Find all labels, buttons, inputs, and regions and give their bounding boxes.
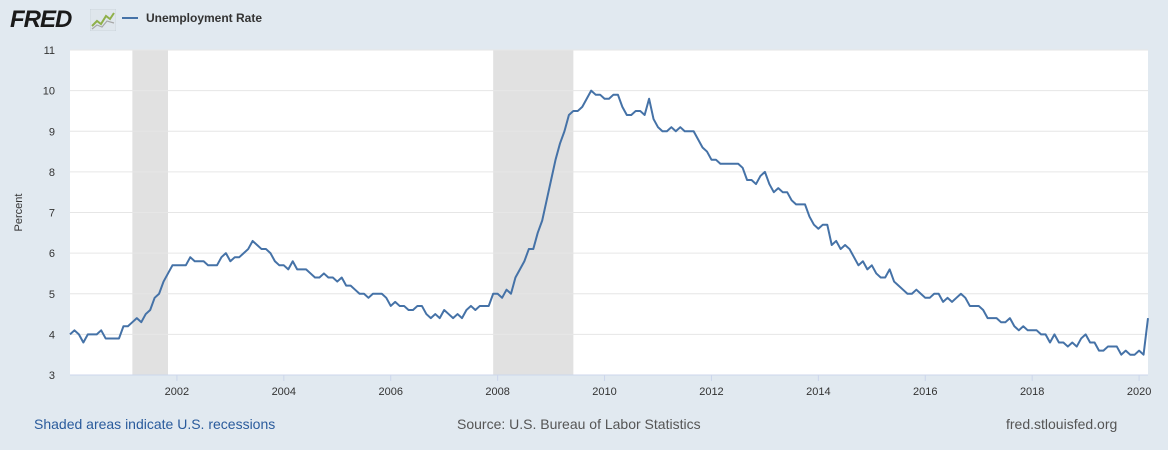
x-tick-label: 2016 bbox=[913, 386, 937, 398]
y-tick-label: 5 bbox=[49, 289, 55, 301]
legend-swatch bbox=[122, 17, 138, 19]
x-tick-label: 2002 bbox=[165, 386, 189, 398]
y-tick-label: 6 bbox=[49, 248, 55, 260]
legend: Unemployment Rate bbox=[122, 11, 262, 25]
y-tick-label: 8 bbox=[49, 167, 55, 179]
footer: Shaded areas indicate U.S. recessions So… bbox=[0, 416, 1168, 436]
x-tick-label: 2004 bbox=[272, 386, 296, 398]
fred-logo[interactable]: FRED bbox=[10, 6, 72, 33]
y-axis-title: Percent bbox=[13, 194, 25, 232]
x-tick-label: 2010 bbox=[592, 386, 616, 398]
x-tick-label: 2018 bbox=[1020, 386, 1044, 398]
site-link[interactable]: fred.stlouisfed.org bbox=[1006, 416, 1118, 432]
x-tick-label: 2012 bbox=[699, 386, 723, 398]
y-tick-label: 10 bbox=[43, 86, 55, 98]
source-note: Source: U.S. Bureau of Labor Statistics bbox=[457, 416, 701, 432]
recession-note-link[interactable]: Shaded areas indicate U.S. recessions bbox=[34, 416, 276, 432]
x-tick-label: 2008 bbox=[485, 386, 509, 398]
y-tick-label: 4 bbox=[49, 329, 55, 341]
unemployment-chart: 3 4 5 6 7 8 9 10 11 2002 2004 2006 2008 2010 2012 2014 2… bbox=[13, 45, 1151, 398]
series-line-unemployment-rate bbox=[69, 89, 1149, 356]
x-tick-label: 2014 bbox=[806, 386, 830, 398]
header: FRED Unemployment Rate bbox=[0, 0, 1168, 40]
y-tick-label: 9 bbox=[49, 126, 55, 138]
x-tick-label: 2020 bbox=[1127, 386, 1151, 398]
fred-logo-graph-icon bbox=[90, 9, 116, 31]
y-tick-label: 7 bbox=[49, 208, 55, 220]
y-tick-label: 11 bbox=[44, 45, 55, 57]
legend-series-label: Unemployment Rate bbox=[146, 11, 263, 25]
y-tick-label: 3 bbox=[49, 370, 55, 382]
x-tick-label: 2006 bbox=[378, 386, 402, 398]
